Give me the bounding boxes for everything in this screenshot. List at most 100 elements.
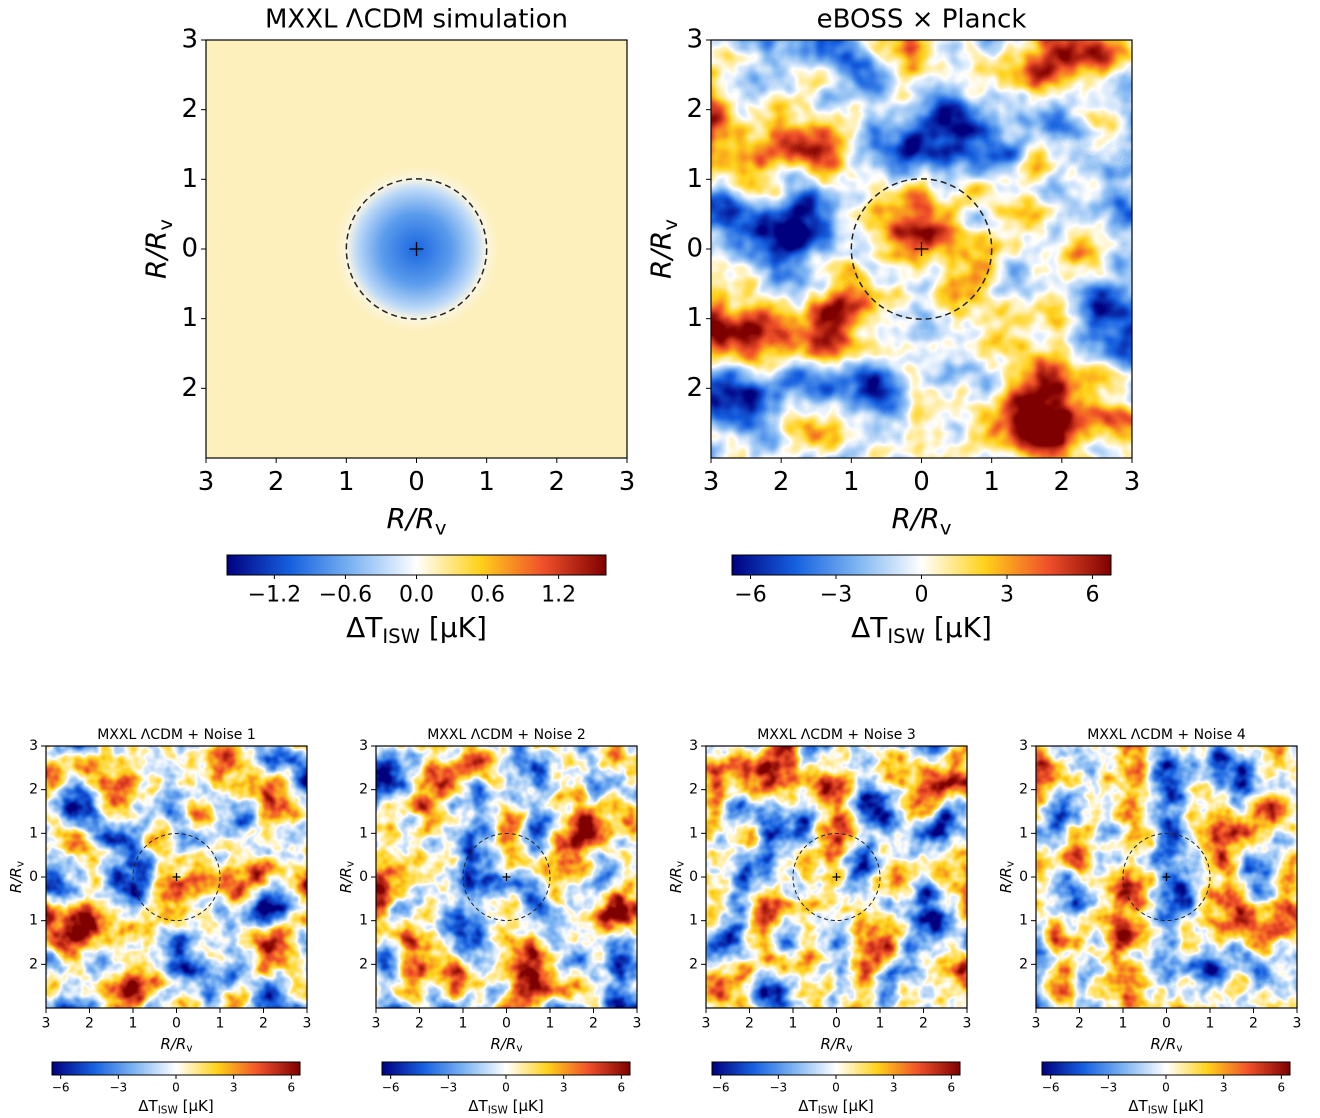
y-tick-label: 1 — [686, 303, 703, 333]
colorbar-tick-label: 3 — [890, 1081, 898, 1095]
colorbar-tick-label: −3 — [769, 1081, 787, 1095]
x-tick-label: 0 — [502, 1016, 511, 1032]
panel-title: MXXL ΛCDM + Noise 3 — [757, 727, 916, 743]
x-tick-label: 1 — [216, 1016, 225, 1032]
x-tick-label: 3 — [633, 1016, 642, 1032]
colorbar-tick-label: 0 — [832, 1081, 840, 1095]
x-tick-label: 2 — [919, 1016, 928, 1032]
x-tick-label: 2 — [268, 467, 285, 497]
colorbar-tick-label: −6 — [52, 1081, 70, 1095]
colorbar-tick-label: −3 — [439, 1081, 457, 1095]
y-tick-label: 1 — [686, 164, 703, 194]
y-tick-label: 2 — [181, 373, 198, 403]
y-tick-label: 2 — [359, 782, 368, 798]
colorbar-tick-label: 0.0 — [399, 583, 434, 608]
colorbar-tick-label: −3 — [820, 583, 852, 608]
x-tick-label: 2 — [745, 1016, 754, 1032]
colorbar-label: ΔTISW [μK] — [346, 611, 487, 648]
y-tick-label: 3 — [1019, 738, 1028, 754]
y-axis-label: R/Rv — [139, 219, 176, 279]
panel-title: MXXL ΛCDM + Noise 1 — [97, 727, 256, 743]
x-tick-label: 2 — [1054, 467, 1071, 497]
void-radius-circle — [1122, 833, 1211, 921]
y-axis-label: R/Rv — [997, 861, 1017, 893]
colorbar-tick-label: 0 — [502, 1081, 510, 1095]
y-tick-label: 2 — [29, 782, 38, 798]
y-tick-label: 1 — [359, 913, 368, 929]
x-tick-label: 3 — [619, 467, 636, 497]
y-tick-label: 1 — [689, 825, 698, 841]
center-marker — [172, 873, 181, 881]
x-axis-label: R/Rv — [387, 502, 447, 539]
y-tick-label: 2 — [686, 373, 703, 403]
x-tick-label: 2 — [1249, 1016, 1258, 1032]
void-radius-circle — [462, 833, 551, 921]
colorbar-tick-label: 3 — [1220, 1081, 1228, 1095]
x-tick-label: 2 — [415, 1016, 424, 1032]
x-axis-label: R/Rv — [1150, 1034, 1182, 1054]
x-tick-label: 1 — [983, 467, 1000, 497]
x-tick-label: 2 — [773, 467, 790, 497]
colorbar — [51, 1061, 301, 1076]
y-tick-label: 1 — [359, 825, 368, 841]
void-radius-circle — [132, 833, 221, 921]
y-tick-label: 1 — [29, 913, 38, 929]
colorbar-tick-label: 3 — [230, 1081, 238, 1095]
y-tick-label: 1 — [29, 825, 38, 841]
center-marker — [502, 873, 511, 881]
x-tick-label: 3 — [963, 1016, 972, 1032]
y-axis-label: R/Rv — [644, 219, 681, 279]
colorbar-tick-label: −1.2 — [248, 583, 301, 608]
x-tick-label: 3 — [198, 467, 215, 497]
x-tick-label: 2 — [1075, 1016, 1084, 1032]
x-axis-label: R/Rv — [892, 502, 952, 539]
colorbar-label: ΔTISW [μK] — [138, 1097, 213, 1117]
y-tick-label: 1 — [689, 913, 698, 929]
y-tick-label: 0 — [686, 234, 703, 264]
x-tick-label: 1 — [129, 1016, 138, 1032]
colorbar-tick-label: 3 — [560, 1081, 568, 1095]
x-tick-label: 3 — [702, 1016, 711, 1032]
colorbar-tick-label: −6 — [712, 1081, 730, 1095]
x-tick-label: 1 — [459, 1016, 468, 1032]
center-marker — [832, 873, 841, 881]
void-radius-circle — [792, 833, 881, 921]
x-tick-label: 0 — [172, 1016, 181, 1032]
x-tick-label: 1 — [1119, 1016, 1128, 1032]
colorbar-tick-label: 0.6 — [470, 583, 505, 608]
colorbar — [226, 554, 607, 576]
colorbar-tick-label: 6 — [618, 1081, 626, 1095]
y-tick-label: 0 — [181, 234, 198, 264]
center-marker — [914, 242, 929, 256]
y-tick-label: 1 — [181, 303, 198, 333]
y-tick-label: 3 — [686, 25, 703, 55]
y-tick-label: 0 — [29, 869, 38, 885]
colorbar-label: ΔTISW [μK] — [468, 1097, 543, 1117]
x-tick-label: 3 — [703, 467, 720, 497]
colorbar-tick-label: 6 — [288, 1081, 296, 1095]
x-tick-label: 1 — [789, 1016, 798, 1032]
x-tick-label: 3 — [303, 1016, 312, 1032]
x-tick-label: 3 — [1124, 467, 1141, 497]
colorbar-tick-label: 3 — [1000, 583, 1014, 608]
y-tick-label: 0 — [359, 869, 368, 885]
colorbar — [1041, 1061, 1291, 1076]
center-marker — [409, 242, 424, 256]
x-tick-label: 0 — [913, 467, 930, 497]
panel-title: MXXL ΛCDM + Noise 4 — [1087, 727, 1246, 743]
colorbar-tick-label: −6 — [734, 583, 766, 608]
x-tick-label: 0 — [1162, 1016, 1171, 1032]
x-tick-label: 1 — [478, 467, 495, 497]
y-tick-label: 3 — [29, 738, 38, 754]
colorbar — [381, 1061, 631, 1076]
x-axis-label: R/Rv — [820, 1034, 852, 1054]
colorbar-label: ΔTISW [μK] — [851, 611, 992, 648]
y-tick-label: 0 — [689, 869, 698, 885]
colorbar-tick-label: −3 — [109, 1081, 127, 1095]
colorbar — [731, 554, 1112, 576]
colorbar-tick-label: 6 — [1278, 1081, 1286, 1095]
x-tick-label: 3 — [1032, 1016, 1041, 1032]
colorbar-tick-label: −6 — [382, 1081, 400, 1095]
center-marker — [1162, 873, 1171, 881]
y-tick-label: 2 — [1019, 782, 1028, 798]
